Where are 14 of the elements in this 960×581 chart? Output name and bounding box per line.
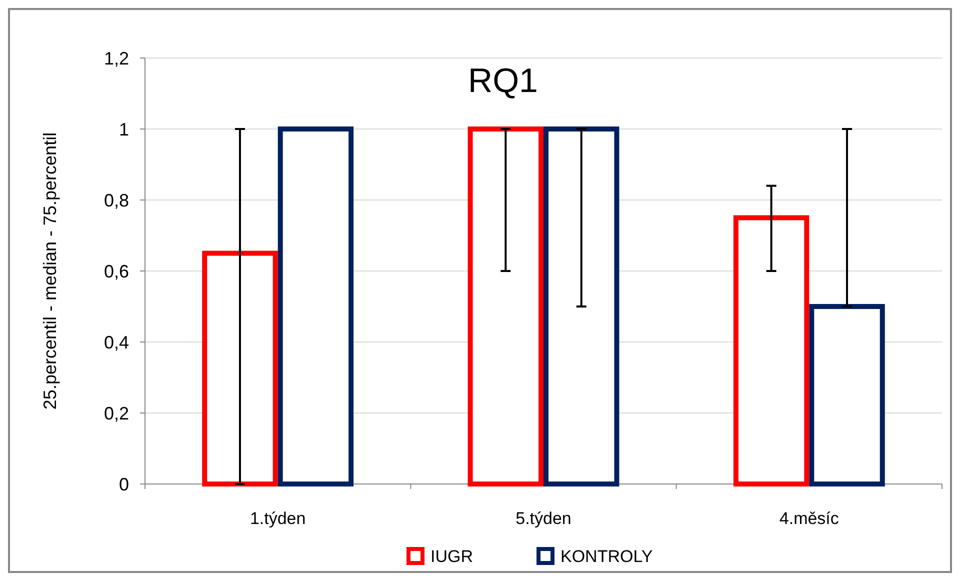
y-axis-title: 25.percentil - median - 75.percentil: [40, 132, 60, 410]
x-tick-label: 4.měsíc: [779, 509, 840, 528]
x-tick-label: 1.týden: [250, 509, 306, 528]
x-tick-label: 5.týden: [516, 509, 572, 528]
y-tick-label: 0,2: [104, 403, 129, 424]
chart-title: RQ1: [468, 62, 538, 100]
y-tick-label: 0,4: [104, 332, 129, 352]
y-tick-label: 0: [118, 474, 129, 494]
y-tick-label: 0,8: [104, 190, 129, 210]
y-tick-label: 1: [118, 119, 129, 140]
y-tick-label: 0,6: [104, 261, 129, 282]
legend-label: KONTROLY: [560, 546, 653, 566]
y-tick-label: 1,2: [104, 48, 129, 68]
legend-label: IUGR: [430, 546, 473, 566]
